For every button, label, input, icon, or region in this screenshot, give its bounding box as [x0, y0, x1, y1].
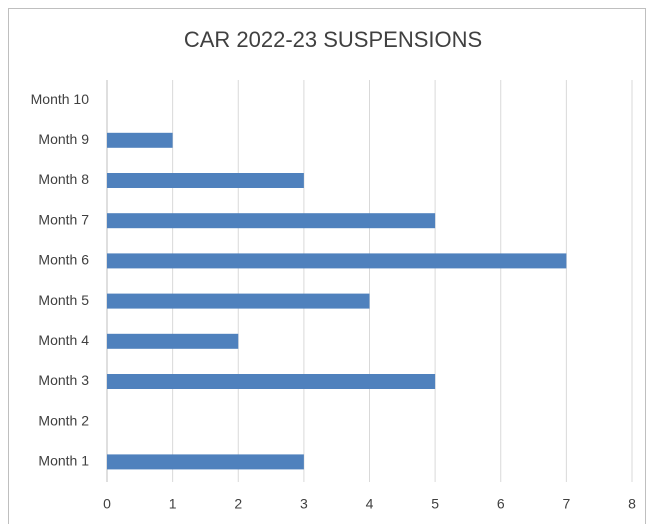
y-tick-label: Month 3	[38, 372, 89, 388]
x-tick-label: 0	[103, 496, 111, 512]
x-tick-label: 5	[431, 496, 439, 512]
y-tick-label: Month 5	[38, 292, 89, 308]
bar	[107, 253, 567, 269]
bar	[107, 293, 370, 309]
bar	[107, 213, 436, 229]
bar	[107, 333, 239, 349]
x-tick-label: 8	[628, 496, 636, 512]
y-tick-label: Month 8	[38, 171, 89, 187]
x-tick-label: 7	[562, 496, 570, 512]
x-tick-label: 3	[300, 496, 308, 512]
y-tick-label: Month 10	[31, 91, 90, 107]
y-tick-label: Month 4	[38, 332, 89, 348]
x-tick-label: 2	[234, 496, 242, 512]
bar	[107, 173, 304, 188]
y-tick-label: Month 1	[38, 453, 89, 469]
x-tick-label: 4	[366, 496, 374, 512]
x-tick-label: 1	[169, 496, 177, 512]
y-tick-label: Month 7	[38, 211, 89, 227]
y-tick-label: Month 2	[38, 412, 89, 428]
chart-title: CAR 2022-23 SUSPENSIONS	[184, 27, 482, 52]
y-tick-label: Month 6	[38, 252, 89, 268]
bar	[107, 454, 304, 470]
x-tick-label: 6	[497, 496, 505, 512]
bar	[107, 132, 173, 148]
y-tick-label: Month 9	[38, 131, 89, 147]
bar	[107, 374, 436, 389]
